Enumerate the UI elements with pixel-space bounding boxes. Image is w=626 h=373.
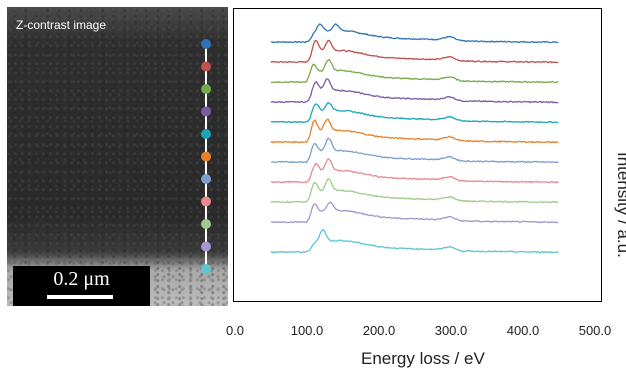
spectrum-line-6 <box>270 118 559 144</box>
scan-point-marker <box>201 151 211 162</box>
scan-point-marker <box>201 39 211 49</box>
z-contrast-micrograph: Z-contrast image 0.2 μm <box>7 7 228 306</box>
scale-bar <box>47 295 113 299</box>
measurement-line <box>201 39 211 274</box>
spectrum-line-5 <box>270 101 559 124</box>
spectrum-line-1 <box>270 23 559 44</box>
spectrum-line-4 <box>270 78 559 104</box>
image-title: Z-contrast image <box>16 18 107 32</box>
scan-point-marker <box>201 84 211 94</box>
spectrum-line-11 <box>270 229 559 254</box>
spectrum-line-7 <box>270 137 559 164</box>
scan-point-marker <box>201 241 211 252</box>
scan-point-marker <box>201 219 211 229</box>
scan-point-marker <box>201 129 211 139</box>
scale-bar-box: 0.2 μm <box>13 266 150 306</box>
spectrum-line-8 <box>270 157 559 184</box>
scan-point-marker <box>201 174 211 184</box>
x-tick-label: 0.0 <box>225 323 245 338</box>
y-axis-label: Intensity / a.u. <box>614 152 626 258</box>
x-axis-label: Energy loss / eV <box>361 349 485 368</box>
x-tick-label: 300.0 <box>434 323 468 338</box>
scan-point-marker <box>201 106 211 117</box>
scan-point-marker <box>201 61 211 72</box>
spectrum-line-2 <box>270 39 559 64</box>
scan-point-marker <box>201 196 211 207</box>
x-tick-label: 400.0 <box>506 323 540 338</box>
spectrum-line-9 <box>270 177 559 204</box>
micrograph-texture <box>7 7 228 306</box>
x-tick-label: 100.0 <box>290 323 324 338</box>
x-tick-label: 200.0 <box>362 323 396 338</box>
scale-bar-label: 0.2 μm <box>53 268 110 290</box>
spectrum-line-3 <box>270 58 559 84</box>
x-tick-label: 500.0 <box>578 323 612 338</box>
spectrum-line-10 <box>270 201 559 224</box>
scan-point-marker <box>201 264 211 274</box>
